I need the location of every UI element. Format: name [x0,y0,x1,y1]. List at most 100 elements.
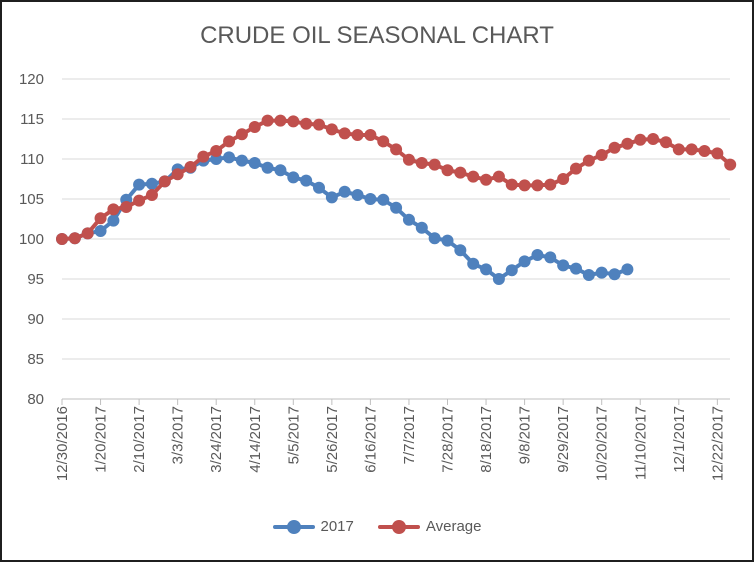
series-1-point [608,268,621,281]
x-tick-label: 7/7/2017 [401,406,418,464]
series-2-point [647,133,660,145]
series-2-point [685,143,698,156]
series-2-point [338,127,351,140]
x-tick-label: 5/5/2017 [285,406,302,464]
y-tick-label: 105 [19,191,44,208]
series-2-point [81,227,94,240]
series-1-point [133,178,146,191]
series-1-point [338,185,351,198]
series-1-point [428,232,441,245]
series-1-point [544,251,557,264]
series-2-point [300,117,313,130]
series-2-point [120,201,133,213]
chart-legend: 2017 Average [2,518,752,535]
series-1-point [287,171,300,184]
series-2-point [235,128,248,141]
series-1-point [441,234,454,247]
series-1-point [518,255,531,268]
series-2-point [531,179,544,192]
series-1-point [505,264,518,277]
legend-marker-series-2 [377,519,420,534]
series-2-point [582,154,595,167]
series-1-point [223,151,236,164]
x-tick-label: 12/1/2017 [671,406,688,473]
series-1-point [94,225,107,237]
series-2-point [698,145,711,157]
x-tick-label: 8/18/2017 [478,406,495,473]
y-tick-label: 80 [27,391,44,408]
series-1-point [248,157,261,169]
y-tick-label: 110 [20,151,44,168]
series-1-point [557,259,570,272]
x-tick-label: 3/3/2017 [170,406,187,464]
series-1-point [570,262,582,275]
series-1-point [274,164,287,177]
series-1-point [351,189,364,201]
series-1-point [621,263,634,276]
x-tick-label: 2/10/2017 [131,406,148,473]
series-2-point [364,129,377,141]
series-1-point [415,221,428,234]
series-2-point [56,233,68,245]
series-2-point [107,203,120,216]
series-2-point [210,145,223,157]
series-1-point [480,263,493,276]
series-1-point [582,269,595,281]
x-tick-label: 5/26/2017 [324,406,341,473]
legend-label-series-2: Average [425,518,482,535]
x-tick-label: 6/16/2017 [362,406,379,473]
series-1-point [377,193,390,206]
series-1-point [235,154,248,167]
series-2-point [351,129,364,141]
y-tick-label: 115 [20,111,44,128]
series-2-point [659,136,672,149]
series-2-point [313,118,325,131]
series-1-point [313,181,325,194]
series-2-point [223,135,236,148]
series-2-point [261,114,274,127]
series-2-point [492,170,505,183]
series-2-point [454,166,467,179]
series-2-point [480,173,493,186]
series-2-point [402,153,415,166]
series-1-point [390,201,403,214]
series-2-point [505,178,518,191]
x-tick-label: 11/10/2017 [632,406,649,480]
series-2-point [248,121,261,133]
series-2-point [184,161,197,173]
series-2-point [415,157,428,169]
x-tick-label: 3/24/2017 [208,406,225,473]
series-1-point [531,249,544,261]
y-tick-label: 120 [19,71,44,88]
y-tick-label: 85 [27,351,44,368]
series-2-point [672,143,685,156]
series-1-point [467,257,480,270]
series-2-point [518,179,531,192]
series-2-point [390,143,403,156]
chart-title: CRUDE OIL SEASONAL CHART [200,22,554,49]
series-2-point [274,114,287,127]
series-2-point [570,162,582,175]
x-tick-label: 7/28/2017 [440,406,457,473]
series-2-point [287,115,300,128]
series-2-point [595,149,608,161]
series-1-point [300,174,313,187]
series-1-point [325,191,338,204]
series-2-point [377,135,390,148]
series-2-point [68,232,81,245]
series-2-point [133,194,146,207]
y-tick-label: 90 [27,311,44,328]
x-tick-label: 9/29/2017 [555,406,572,473]
series-2-point [428,158,441,171]
x-tick-label: 12/30/2016 [54,406,71,481]
series-2-point [94,212,107,225]
series-2-point [608,141,621,154]
series-1-point [364,193,377,205]
x-tick-label: 1/20/2017 [93,406,110,473]
series-1-point [454,244,467,257]
series-2-point [724,158,737,171]
series-2-point [158,175,171,188]
series-2-point [711,147,724,160]
